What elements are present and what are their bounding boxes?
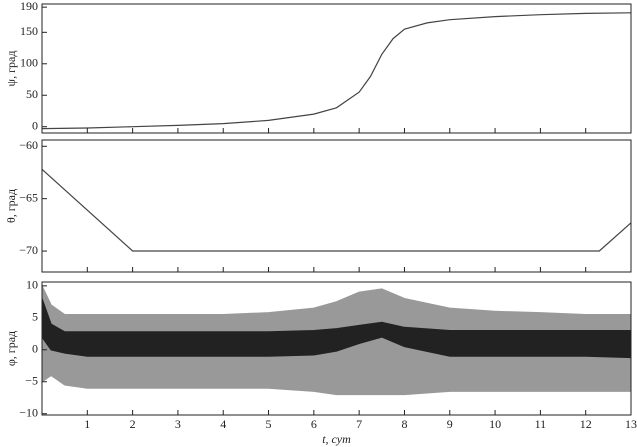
- x-tick-label: 12: [580, 417, 592, 431]
- x-tick-label: 10: [489, 417, 501, 431]
- x-tick-label: 11: [535, 417, 547, 431]
- panel: 0 50 100 150 190 ψ, град: [4, 0, 632, 134]
- y-tick-label: 150: [20, 24, 38, 38]
- y-axis-label: ψ, град: [4, 51, 18, 87]
- x-tick-label: 1: [84, 417, 90, 431]
- x-axis-label: t, сут: [322, 432, 351, 446]
- line: [41, 374, 631, 396]
- y-axis-label: θ, град: [4, 189, 18, 223]
- y-tick-label: 50: [26, 87, 38, 101]
- y-tick-label: −10: [19, 405, 38, 419]
- x-tick-label: 7: [356, 417, 362, 431]
- line: [41, 12, 632, 130]
- y-tick-label: 100: [20, 56, 38, 70]
- y-tick-label: 190: [20, 0, 38, 13]
- line: [41, 336, 632, 359]
- x-tick-label: 6: [311, 417, 317, 431]
- x-tick-label: 5: [266, 417, 272, 431]
- frame: [41, 139, 632, 273]
- line: [41, 285, 631, 316]
- x-tick-label: 9: [447, 417, 453, 431]
- y-axis-label: φ, град: [4, 331, 18, 366]
- x-tick-label: 4: [220, 417, 226, 431]
- y-tick-label: −70: [19, 243, 38, 257]
- panel: −60 −65 −70 θ, град: [4, 138, 632, 273]
- frame: [41, 281, 632, 416]
- y-tick-label: −5: [25, 374, 38, 388]
- x-tick-label: 3: [175, 417, 181, 431]
- x-tick-label: 8: [401, 417, 407, 431]
- y-tick-label: 5: [32, 310, 38, 324]
- band-fill: [42, 298, 631, 358]
- y-tick-label: −65: [19, 190, 38, 204]
- frame: [41, 3, 632, 134]
- x-tick-label: 13: [625, 417, 637, 431]
- y-tick-label: 10: [26, 278, 38, 292]
- y-tick-label: −60: [19, 138, 38, 152]
- y-tick-label: 0: [32, 118, 38, 132]
- y-tick-label: 0: [32, 342, 38, 356]
- line: [41, 168, 632, 252]
- x-tick-label: 2: [130, 417, 136, 431]
- line: [41, 298, 631, 333]
